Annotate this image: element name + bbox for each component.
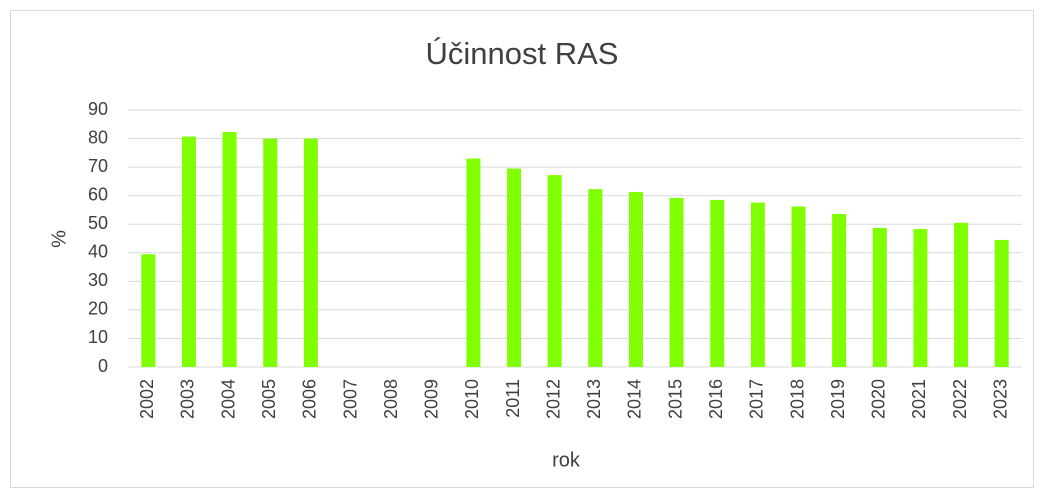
bar bbox=[628, 191, 643, 367]
chart-title: Účinnost RAS bbox=[426, 36, 619, 71]
x-tick-label: 2011 bbox=[503, 379, 523, 418]
y-tick-label: 90 bbox=[88, 99, 108, 119]
x-tick-label: 2004 bbox=[218, 379, 238, 419]
y-tick-label: 30 bbox=[88, 270, 108, 290]
bar bbox=[263, 138, 278, 367]
x-tick-label: 2009 bbox=[422, 379, 442, 419]
bar bbox=[791, 206, 806, 367]
bar bbox=[547, 175, 562, 367]
bar bbox=[872, 227, 887, 367]
bar bbox=[750, 202, 765, 367]
bar bbox=[954, 222, 969, 367]
bar bbox=[141, 254, 156, 367]
y-tick-label: 10 bbox=[88, 327, 108, 347]
x-tick-label: 2022 bbox=[950, 379, 970, 419]
bar bbox=[832, 213, 847, 367]
bar bbox=[466, 158, 481, 367]
x-tick-label: 2007 bbox=[340, 379, 360, 419]
y-tick-label: 0 bbox=[98, 356, 108, 376]
x-tick-label: 2010 bbox=[462, 379, 482, 419]
bar bbox=[507, 168, 522, 367]
x-tick-label: 2002 bbox=[137, 379, 157, 419]
x-tick-label: 2013 bbox=[584, 379, 604, 419]
y-tick-label: 20 bbox=[88, 299, 108, 319]
bar bbox=[994, 239, 1009, 367]
x-tick-label: 2005 bbox=[259, 379, 279, 419]
y-tick-label: 70 bbox=[88, 156, 108, 176]
y-tick-label: 40 bbox=[88, 242, 108, 262]
x-tick-label: 2020 bbox=[869, 379, 889, 419]
y-tick-label: 60 bbox=[88, 184, 108, 204]
bar bbox=[303, 138, 318, 367]
bar bbox=[181, 136, 196, 367]
x-tick-label: 2023 bbox=[990, 379, 1010, 419]
y-tick-label: 80 bbox=[88, 127, 108, 147]
x-axis-label: rok bbox=[552, 449, 581, 471]
bar bbox=[710, 199, 725, 367]
chart-frame bbox=[10, 10, 1034, 488]
y-axis-label: % bbox=[48, 230, 70, 248]
bar bbox=[588, 189, 603, 367]
y-tick-label: 50 bbox=[88, 213, 108, 233]
x-tick-label: 2006 bbox=[300, 379, 320, 419]
x-tick-label: 2008 bbox=[381, 379, 401, 419]
x-tick-label: 2003 bbox=[178, 379, 198, 419]
x-tick-label: 2018 bbox=[787, 379, 807, 419]
x-tick-label: 2021 bbox=[909, 379, 929, 419]
x-tick-label: 2017 bbox=[747, 379, 767, 419]
bar bbox=[913, 229, 928, 367]
x-tick-label: 2014 bbox=[625, 379, 645, 419]
bar bbox=[669, 197, 684, 367]
bar bbox=[222, 131, 237, 367]
x-tick-label: 2016 bbox=[706, 379, 726, 419]
x-tick-label: 2012 bbox=[543, 379, 563, 419]
x-tick-label: 2019 bbox=[828, 379, 848, 419]
x-tick-label: 2015 bbox=[665, 379, 685, 419]
